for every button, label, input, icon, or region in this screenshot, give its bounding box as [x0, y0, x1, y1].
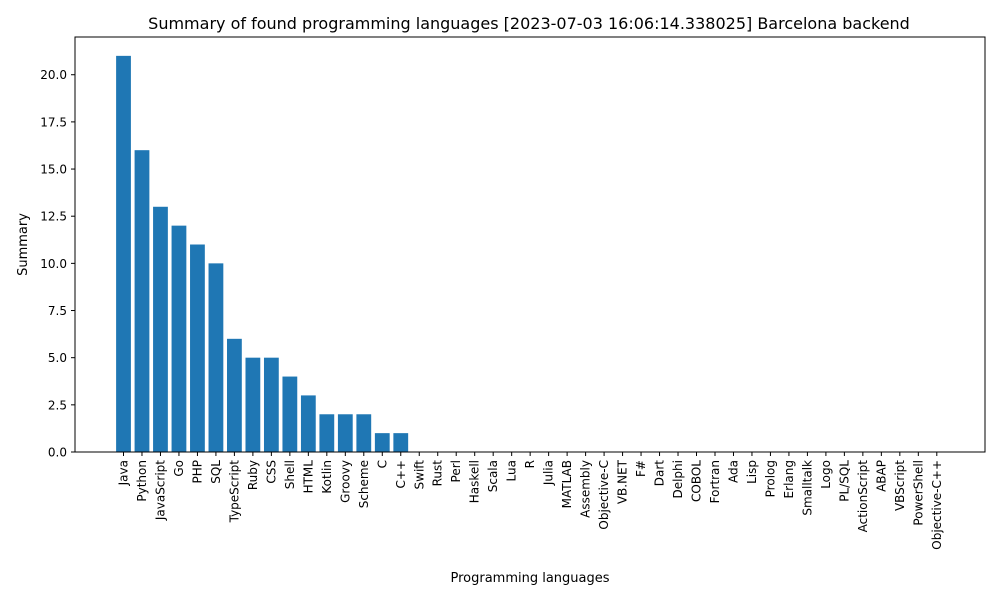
- y-tick-label: 2.5: [48, 398, 67, 412]
- x-tick-label: Swift: [412, 460, 426, 490]
- bar-c-: [393, 433, 409, 452]
- x-tick-label: VB.NET: [616, 459, 630, 504]
- x-axis: Java Python JavaScript Go PHP SQL TypeScript Ru…: [117, 452, 944, 550]
- x-tick-label: SQL: [209, 460, 223, 484]
- x-tick-label: CSS: [264, 460, 278, 484]
- bar-javascript: [153, 206, 168, 452]
- bar-python: [134, 150, 150, 452]
- x-tick-label: VBScript: [893, 460, 907, 511]
- y-axis-label: Summary: [16, 213, 31, 276]
- x-tick-label: Ruby: [246, 460, 260, 490]
- x-tick-label: R: [523, 460, 537, 468]
- bar-css: [263, 357, 279, 452]
- x-tick-label: ActionScript: [856, 460, 870, 533]
- x-axis-label: Programming languages: [450, 571, 609, 586]
- y-tick-label: 10.0: [40, 257, 67, 271]
- x-tick-label: Objective-C++: [930, 460, 944, 550]
- x-tick-label: Haskell: [468, 460, 482, 503]
- y-tick-label: 0.0: [48, 446, 67, 460]
- y-tick-label: 12.5: [40, 210, 67, 224]
- bar-java: [116, 55, 131, 453]
- x-tick-label: Prolog: [763, 460, 777, 497]
- y-tick-label: 17.5: [40, 115, 67, 129]
- x-tick-label: Groovy: [338, 460, 352, 503]
- x-tick-label: Lua: [505, 460, 519, 481]
- x-tick-label: PHP: [190, 460, 204, 484]
- bar-scheme: [356, 414, 372, 452]
- x-tick-label: Objective-C: [597, 460, 611, 530]
- y-tick-label: 7.5: [48, 304, 67, 318]
- bars-group: [116, 55, 409, 453]
- x-tick-label: Erlang: [782, 460, 796, 498]
- x-tick-label: Julia: [542, 460, 556, 486]
- x-tick-label: Assembly: [579, 460, 593, 518]
- x-tick-label: Kotlin: [320, 460, 334, 494]
- x-tick-label: Perl: [449, 460, 463, 482]
- bar-shell: [282, 376, 298, 452]
- x-tick-label: Java: [117, 460, 131, 486]
- x-tick-label: Logo: [819, 460, 833, 489]
- x-tick-label: Scheme: [357, 460, 371, 508]
- bar-c: [374, 433, 390, 452]
- x-tick-label: Lisp: [745, 460, 759, 484]
- x-tick-label: Rust: [431, 460, 445, 487]
- bar-html: [300, 395, 316, 452]
- y-tick-label: 5.0: [48, 351, 67, 365]
- bar-groovy: [337, 414, 353, 452]
- x-tick-label: Python: [135, 460, 149, 502]
- x-tick-label: Fortran: [708, 460, 722, 503]
- x-tick-label: Delphi: [671, 460, 685, 499]
- x-tick-label: Dart: [653, 460, 667, 487]
- chart-title: Summary of found programming languages […: [148, 14, 910, 33]
- y-tick-label: 15.0: [40, 163, 67, 177]
- y-tick-label: 20.0: [40, 68, 67, 82]
- x-tick-label: Scala: [486, 460, 500, 492]
- bar-kotlin: [319, 414, 335, 452]
- bar-sql: [208, 263, 224, 452]
- x-tick-label: PL/SQL: [837, 460, 851, 502]
- x-tick-label: ABAP: [874, 460, 888, 492]
- x-tick-label: HTML: [301, 460, 315, 494]
- x-tick-label: Smalltalk: [800, 460, 814, 516]
- x-tick-label: TypeScript: [227, 460, 241, 524]
- bar-typescript: [227, 338, 242, 452]
- y-axis: 0.0 2.5 5.0 7.5 10.0 12.5 15.0 17.5 20.0: [40, 68, 75, 460]
- x-tick-label: C: [375, 460, 389, 468]
- x-tick-label: PowerShell: [911, 460, 925, 526]
- x-tick-label: JavaScript: [153, 460, 167, 521]
- bar-go: [171, 225, 187, 452]
- x-tick-label: Ada: [726, 460, 740, 483]
- plot-frame: [74, 36, 986, 453]
- x-tick-label: Go: [172, 460, 186, 477]
- x-tick-label: COBOL: [690, 460, 704, 502]
- bar-ruby: [245, 357, 261, 452]
- bar-php: [190, 244, 205, 452]
- x-tick-label: F#: [634, 460, 648, 477]
- x-tick-label: C++: [394, 460, 408, 489]
- x-tick-label: MATLAB: [560, 460, 574, 508]
- x-tick-label: Shell: [283, 460, 297, 489]
